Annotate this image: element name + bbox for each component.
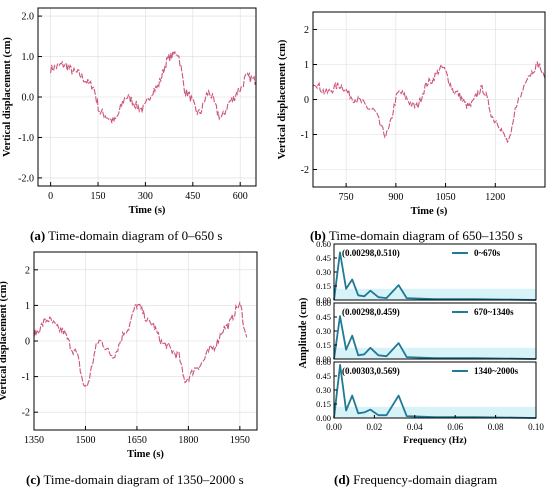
caption-b: (b) Time-domain diagram of 650–1350 s (310, 228, 523, 243)
y-tick-label-d2-3: 0.45 (316, 371, 331, 381)
y-tick-label-d0-4: 0.60 (316, 239, 331, 249)
x-tick-label-1: 1500 (75, 435, 95, 446)
x-tick-label-d-3: 0.06 (447, 422, 463, 432)
x-axis-label-c: Time (s) (127, 449, 164, 460)
x-tick-label-d-1: 0.02 (367, 422, 383, 432)
y-tick-label-d1-4: 0.60 (316, 298, 331, 308)
caption-c: (c) Time-domain diagram of 1350–2000 s (26, 472, 244, 487)
y-tick-label-d2-2: 0.30 (316, 385, 331, 395)
series-line-c (33, 301, 248, 388)
x-tick-label-d-0: 0.00 (326, 422, 342, 432)
y-tick-label-d1-1: 0.15 (316, 340, 331, 350)
y-tick-label-d1-0: 0.00 (316, 354, 331, 364)
x-tick-label-3: 1200 (485, 192, 505, 203)
chart-d: 0.00 0.15 0.30 0.45 0.60 (0.00298,0.510) 0~670… (298, 239, 544, 446)
freq-line-1 (333, 315, 537, 360)
x-axis-label-d: Frequency (Hz) (403, 435, 466, 446)
freq-line-0 (333, 251, 537, 301)
peak-annotation-0: (0.00298,0.510) (342, 248, 400, 258)
y-tick-label-3: 1 (304, 60, 309, 71)
x-tick-label-1: 150 (91, 191, 106, 202)
y-tick-label-d0-0: 0.00 (316, 295, 331, 305)
y-tick-label-d0-3: 0.45 (316, 253, 331, 263)
y-tick-label-3: 1.0 (22, 52, 35, 63)
y-tick-label-d2-4: 0.60 (316, 357, 331, 367)
y-tick-label-0: -2 (22, 408, 30, 419)
x-tick-label-0: 750 (339, 192, 354, 203)
x-tick-label-2: 1650 (127, 435, 147, 446)
shaded-band-0 (334, 288, 536, 300)
y-axis-label-b: Vertical displacement (cm) (277, 39, 288, 159)
freq-panel-0: 0.00 0.15 0.30 0.45 0.60 (0.00298,0.510) 0~670… (316, 239, 537, 305)
series-line-a (50, 49, 257, 124)
series-line-b (312, 60, 546, 144)
y-axis-label-a: Vertical displacement (cm) (2, 37, 13, 157)
x-tick-label-0: 0 (48, 191, 53, 202)
x-tick-label-d-5: 0.10 (528, 422, 544, 432)
x-tick-label-3: 1800 (178, 435, 198, 446)
x-tick-label-4: 600 (233, 191, 248, 202)
y-tick-label-4: 2 (304, 25, 309, 36)
x-axis-label-b: Time (s) (411, 206, 448, 217)
y-tick-label-0: -2 (301, 165, 309, 176)
x-tick-label-d-4: 0.08 (488, 422, 504, 432)
x-tick-label-2: 300 (138, 191, 153, 202)
y-tick-label-d1-2: 0.30 (316, 326, 331, 336)
y-tick-label-1: -1.0 (18, 133, 34, 144)
y-tick-label-d2-1: 0.15 (316, 399, 331, 409)
shaded-band-2 (334, 406, 536, 418)
y-tick-label-4: 2 (25, 265, 30, 276)
freq-panel-2: 0.00 0.15 0.30 0.45 0.60 (0.00303,0.569) 1340~… (316, 357, 537, 423)
legend-label-1: 670~1340s (474, 307, 514, 317)
y-axis-label-d: Amplitude (cm) (298, 297, 309, 368)
x-tick-label-0: 1350 (24, 435, 44, 446)
chart-c: 1350 1500 1650 1800 1950 -2 -1 0 1 2 Time (s) Verti… (0, 251, 258, 460)
y-tick-label-3: 1 (25, 301, 30, 312)
y-tick-label-d0-2: 0.30 (316, 267, 331, 277)
y-tick-label-2: 0.0 (22, 93, 35, 104)
chart-b: 750 900 1050 1200 -2 -1 0 1 2 Time (s) Vertical di… (277, 11, 546, 217)
y-axis-label-c: Vertical displacement (cm) (0, 281, 9, 401)
y-tick-label-1: -1 (301, 130, 309, 141)
legend-label-0: 0~670s (474, 248, 501, 258)
y-tick-label-0: -2.0 (18, 173, 34, 184)
y-tick-label-4: 2.0 (22, 12, 35, 23)
x-axis-label-a: Time (s) (129, 205, 166, 216)
legend-label-2: 1340~2000s (474, 366, 519, 376)
freq-line-2 (333, 364, 537, 419)
y-tick-label-d2-0: 0.00 (316, 413, 331, 423)
x-tick-label-2: 1050 (436, 192, 456, 203)
x-tick-label-3: 450 (185, 191, 200, 202)
peak-annotation-2: (0.00303,0.569) (342, 366, 400, 376)
shaded-band-1 (334, 347, 536, 359)
y-tick-label-2: 0 (304, 95, 309, 106)
x-tick-label-4: 1950 (230, 435, 250, 446)
y-tick-label-d1-3: 0.45 (316, 312, 331, 322)
x-tick-label-1: 900 (388, 192, 403, 203)
y-tick-label-1: -1 (22, 372, 30, 383)
freq-panel-1: 0.00 0.15 0.30 0.45 0.60 (0.00298,0.459) 670~1… (316, 298, 537, 364)
peak-annotation-1: (0.00298,0.459) (342, 307, 400, 317)
chart-a: 0 150 300 450 600 -2.0 -1.0 0.0 1.0 2.0 Time (s) Ve… (2, 7, 257, 216)
caption-d: (d) Frequency-domain diagram (334, 472, 498, 487)
y-tick-label-d0-1: 0.15 (316, 281, 331, 291)
y-tick-label-2: 0 (25, 337, 30, 348)
caption-a: (a) Time-domain diagram of 0–650 s (30, 228, 223, 243)
x-tick-label-d-2: 0.04 (407, 422, 423, 432)
